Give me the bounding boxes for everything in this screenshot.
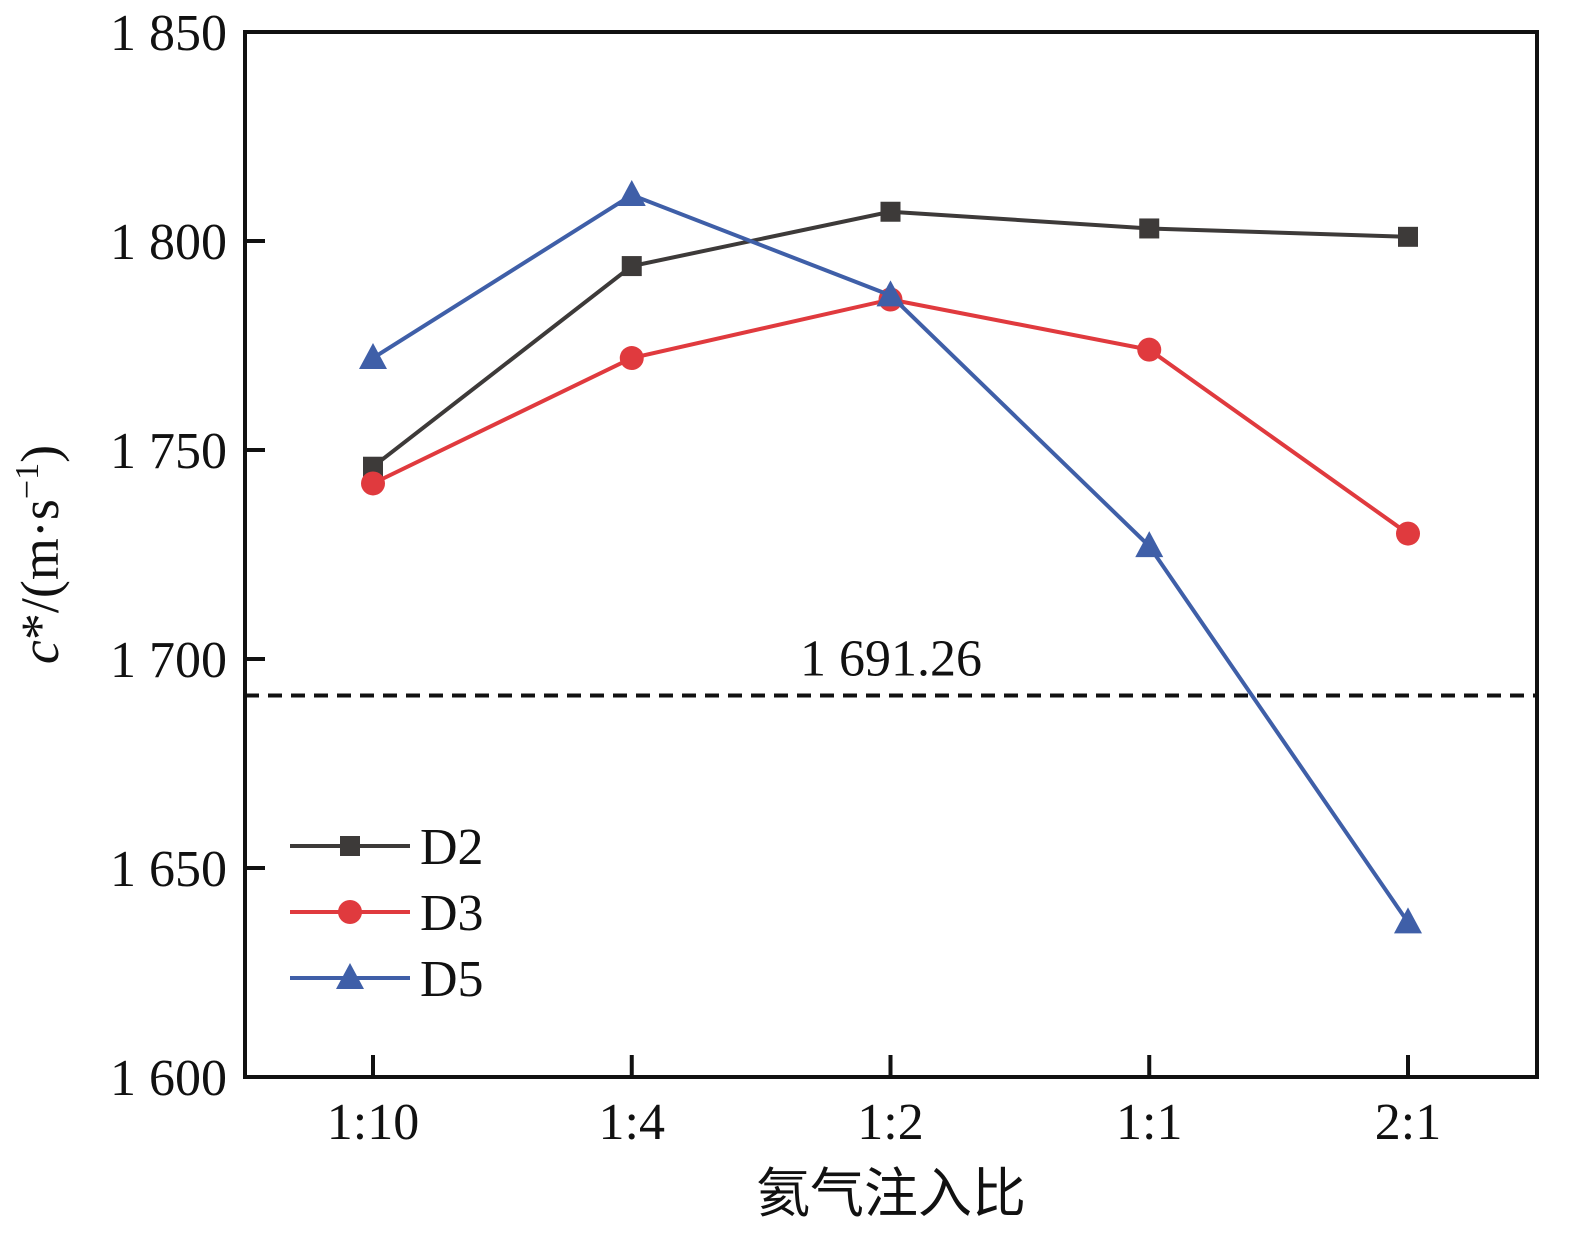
series-line-d2 <box>371 209 1409 469</box>
legend-label-d5: D5 <box>420 951 484 1008</box>
x-tick-label: 2:1 <box>1375 1094 1441 1151</box>
legend-marker-d5 <box>336 963 364 989</box>
data-point-d2 <box>363 456 383 477</box>
data-point-d3 <box>1396 521 1420 546</box>
legend: D2 D3 D5 <box>290 819 484 1008</box>
reference-line-label: 1 691.26 <box>800 631 982 688</box>
y-tick-label: 1 750 <box>110 423 227 480</box>
series-d5 <box>359 180 1422 934</box>
y-tick-label: 1 600 <box>110 1050 227 1107</box>
series-d3 <box>361 287 1420 546</box>
y-axis-title: c*/(m·s−1) <box>9 445 70 664</box>
legend-marker-d3 <box>338 900 362 924</box>
series-line-d3 <box>372 297 1410 536</box>
data-point-d3 <box>361 471 385 496</box>
y-tick-label: 1 800 <box>110 214 227 271</box>
data-point-d2 <box>1139 218 1160 239</box>
x-tick-label: 1:4 <box>599 1094 665 1151</box>
reference-line-group: 1 691.26 <box>245 631 1537 698</box>
series-group <box>359 180 1422 934</box>
y-axis-title-star: * <box>10 613 70 640</box>
y-tick-label: 1 850 <box>110 5 227 62</box>
data-point-d3 <box>619 346 644 371</box>
data-point-d5 <box>876 280 905 307</box>
x-tick-label: 1:10 <box>327 1094 419 1151</box>
data-point-d5 <box>617 180 646 207</box>
data-point-d3 <box>1137 337 1162 362</box>
y-tick-label: 1 650 <box>110 841 227 898</box>
y-tick-label: 1 700 <box>110 632 227 689</box>
y-axis-title-symbol: c <box>10 640 70 664</box>
x-axis: 1:10 1:4 1:2 1:1 2:1 <box>327 1055 1441 1151</box>
x-tick-label: 1:1 <box>1116 1094 1182 1151</box>
data-point-d2 <box>1398 226 1418 247</box>
y-axis: 1 600 1 650 1 700 1 750 1 800 1 850 <box>110 5 265 1107</box>
legend-label-d3: D3 <box>420 885 484 942</box>
y-axis-title-close: ) <box>10 445 70 463</box>
x-axis-title: 氦气注入比 <box>756 1164 1026 1224</box>
data-point-d2 <box>880 201 901 222</box>
y-axis-title-unit: /(m·s <box>10 499 70 613</box>
data-point-d5 <box>359 343 387 370</box>
legend-marker-d2 <box>340 836 360 856</box>
legend-label-d2: D2 <box>420 819 484 876</box>
series-d2 <box>363 201 1418 477</box>
data-point-d5 <box>1394 907 1422 934</box>
data-point-d5 <box>1135 531 1164 558</box>
y-axis-title-exponent: −1 <box>9 463 46 499</box>
data-point-d2 <box>621 256 642 277</box>
x-tick-label: 1:2 <box>857 1094 923 1151</box>
